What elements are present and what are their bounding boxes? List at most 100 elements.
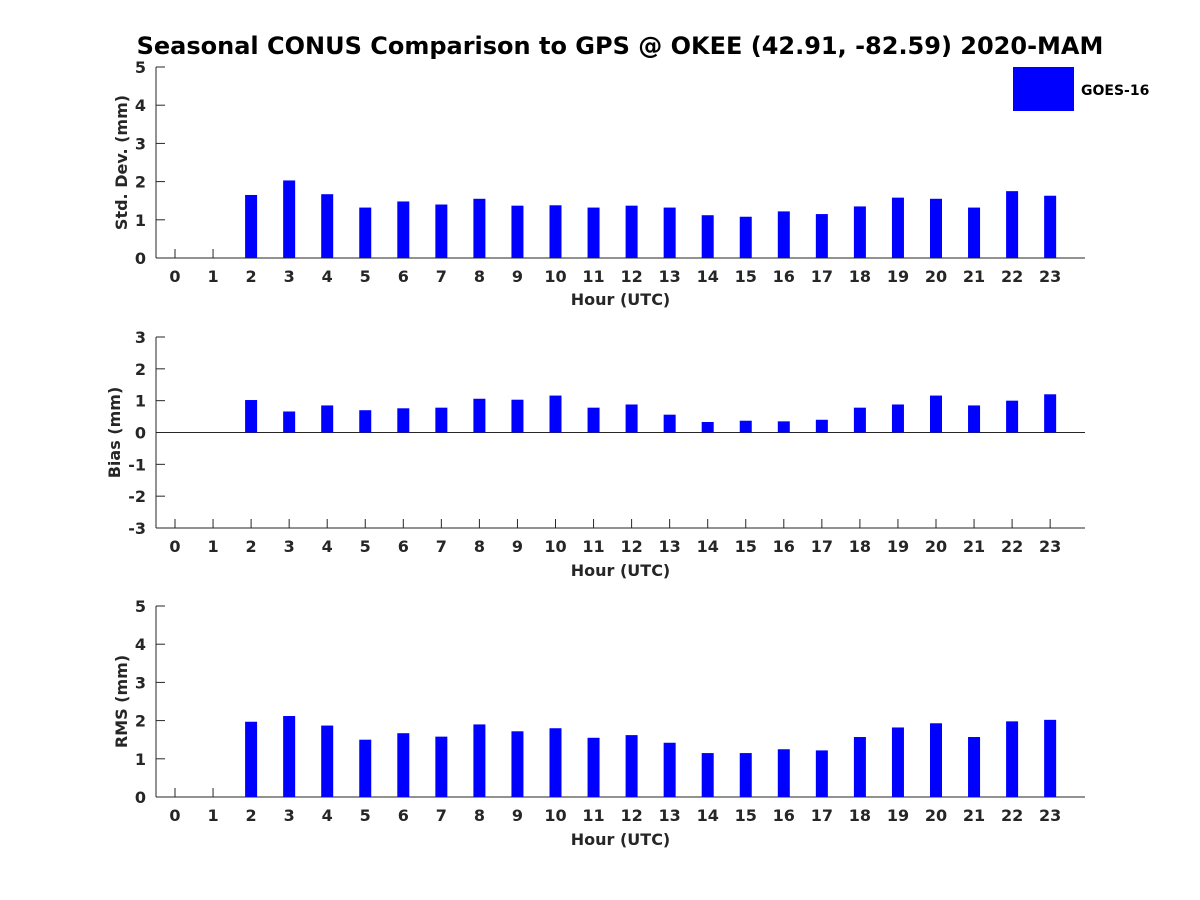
x-tick-label: 13 [659,537,681,556]
bar-hour-18 [853,206,866,258]
bar-hour-4 [321,405,334,433]
bar-hour-22 [1006,191,1019,258]
x-tick-label: 21 [963,537,985,556]
x-tick-label: 9 [512,537,523,556]
x-tick-label: 17 [811,267,833,286]
x-tick-label: 3 [284,537,295,556]
bar-hour-10 [549,728,562,797]
bar-hour-20 [930,723,942,797]
x-tick-label: 16 [773,806,795,825]
x-tick-label: 9 [512,806,523,825]
x-tick-label: 22 [1001,267,1023,286]
x-tick-label: 16 [773,537,795,556]
x-tick-label: 10 [544,806,566,825]
x-tick-label: 2 [246,267,257,286]
bar-hour-19 [891,197,904,258]
y-tick-label: 5 [135,597,146,616]
x-tick-label: 14 [697,537,719,556]
x-tick-label: 17 [811,537,833,556]
x-tick-label: 17 [811,806,833,825]
x-tick-label: 18 [849,537,871,556]
bar-hour-6 [397,733,410,797]
x-tick-label: 11 [582,806,604,825]
x-tick-label: 16 [773,267,795,286]
y-tick-label: 5 [135,58,146,77]
x-tick-label: 13 [659,806,681,825]
y-tick-label: 1 [135,211,146,230]
bar-hour-9 [511,205,524,258]
x-tick-label: 14 [697,267,719,286]
x-tick-label: 3 [284,806,295,825]
bar-hour-2 [245,194,258,258]
bar-hour-12 [625,404,638,433]
bar-hour-7 [435,736,448,797]
bar-hour-9 [511,399,524,433]
bar-hour-12 [625,735,638,797]
x-tick-label: 12 [620,806,642,825]
x-tick-label: 20 [925,806,947,825]
y-tick-label: 4 [135,96,146,115]
bar-hour-12 [625,205,638,258]
y-tick-label: 1 [135,392,146,411]
y-tick-label: 3 [135,328,146,347]
bar-hour-11 [587,737,600,797]
x-axis-label: Hour (UTC) [571,290,671,309]
bar-hour-20 [930,198,942,258]
y-tick-label: 4 [135,635,146,654]
chart-title: Seasonal CONUS Comparison to GPS @ OKEE … [137,32,1104,60]
bar-hour-6 [397,201,410,258]
x-tick-label: 8 [474,267,485,286]
x-tick-label: 15 [735,537,757,556]
x-tick-label: 11 [582,537,604,556]
bar-hour-19 [891,727,904,797]
x-tick-label: 5 [360,267,371,286]
x-tick-label: 15 [735,806,757,825]
bar-hour-20 [930,395,942,433]
bar-hour-15 [739,420,752,433]
x-tick-label: 10 [544,267,566,286]
x-tick-label: 18 [849,267,871,286]
bar-hour-6 [397,408,410,433]
y-tick-label: 2 [135,712,146,731]
bar-hour-16 [777,749,790,797]
y-tick-label: 2 [135,173,146,192]
x-tick-label: 1 [207,267,218,286]
bar-hour-22 [1006,400,1019,433]
bar-hour-9 [511,731,524,797]
bar-hour-13 [663,742,676,797]
x-tick-label: 12 [620,267,642,286]
x-tick-label: 4 [322,267,333,286]
x-axis-label: Hour (UTC) [571,830,671,849]
bar-hour-13 [663,414,676,433]
bar-hour-5 [359,410,372,433]
x-tick-label: 13 [659,267,681,286]
x-tick-label: 8 [474,537,485,556]
x-tick-label: 8 [474,806,485,825]
bar-hour-4 [321,725,334,797]
x-tick-label: 19 [887,537,909,556]
bar-hour-17 [815,214,828,258]
bar-hour-3 [283,411,296,433]
bar-hour-18 [853,407,866,433]
y-tick-label: 1 [135,750,146,769]
y-tick-label: -3 [128,519,146,538]
x-tick-label: 23 [1039,267,1061,286]
x-tick-label: 21 [963,806,985,825]
y-axis-label: Bias (mm) [105,387,124,479]
bar-hour-7 [435,407,448,433]
bar-hour-8 [473,198,486,258]
bar-hour-19 [891,404,904,433]
x-tick-label: 0 [169,537,180,556]
x-tick-label: 19 [887,806,909,825]
legend: GOES-16 [1013,67,1149,111]
x-tick-label: 2 [246,806,257,825]
bar-hour-22 [1006,721,1019,797]
bar-hour-14 [701,753,714,797]
bar-hour-4 [321,194,334,258]
bar-hour-10 [549,395,562,433]
bar-hour-21 [968,405,981,433]
bar-hour-2 [245,400,258,433]
bar-hour-14 [701,215,714,258]
